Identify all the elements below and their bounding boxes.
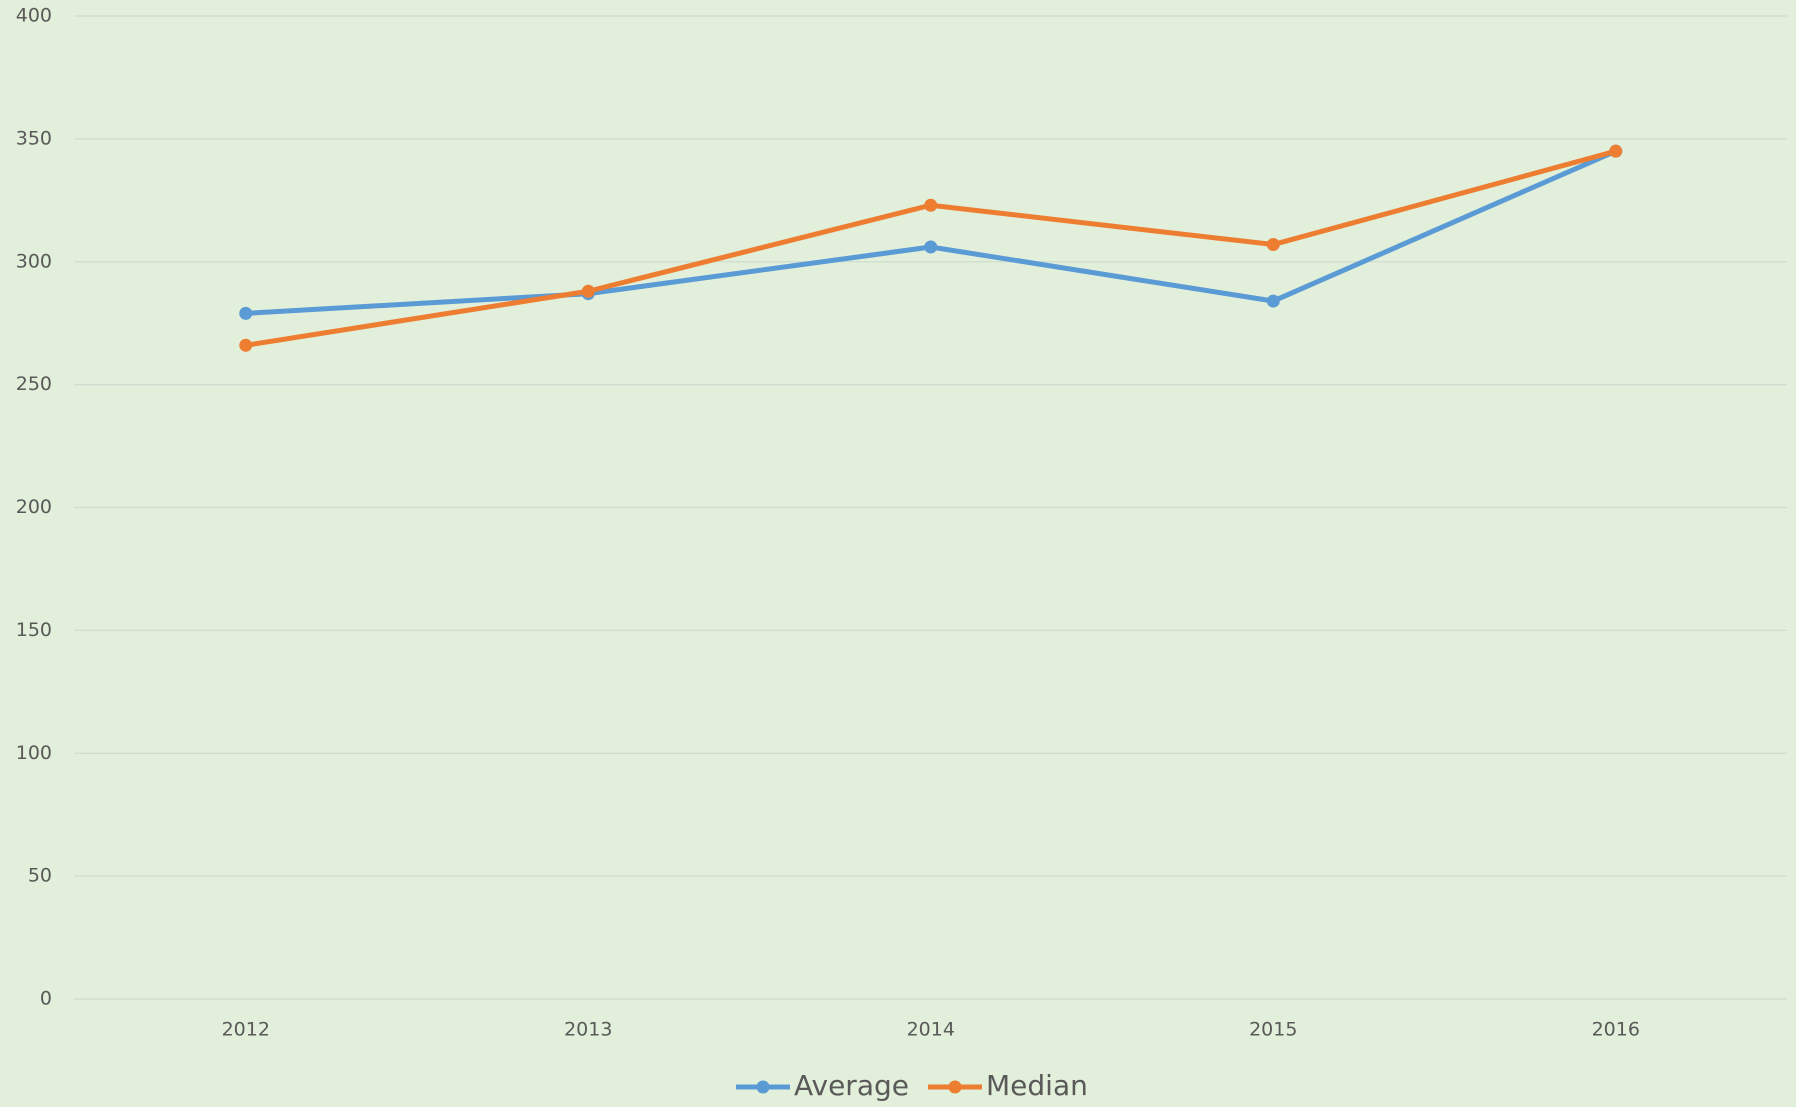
legend-marker [948,1080,962,1094]
y-tick-label: 150 [16,619,52,641]
x-tick-label: 2015 [1249,1019,1297,1041]
x-tick-label: 2012 [222,1019,270,1041]
y-tick-label: 50 [28,865,52,887]
y-tick-label: 250 [16,373,52,395]
x-tick-label: 2016 [1592,1019,1640,1041]
y-tick-label: 0 [40,988,52,1010]
y-tick-label: 200 [16,496,52,518]
legend-label: Median [986,1069,1088,1102]
y-tick-label: 350 [16,127,52,149]
series-marker [239,306,253,320]
series-marker [239,338,253,352]
y-tick-label: 300 [16,250,52,272]
series-marker [1266,238,1280,252]
series-marker [581,284,595,298]
legend-label: Average [794,1069,909,1102]
series-marker [924,198,938,212]
series-marker [1266,294,1280,308]
x-tick-label: 2013 [564,1019,612,1041]
series-marker [1609,144,1623,158]
y-tick-label: 100 [16,742,52,764]
y-tick-label: 400 [16,5,52,27]
x-tick-label: 2014 [907,1019,955,1041]
series-marker [924,240,938,254]
legend-marker [756,1080,770,1094]
